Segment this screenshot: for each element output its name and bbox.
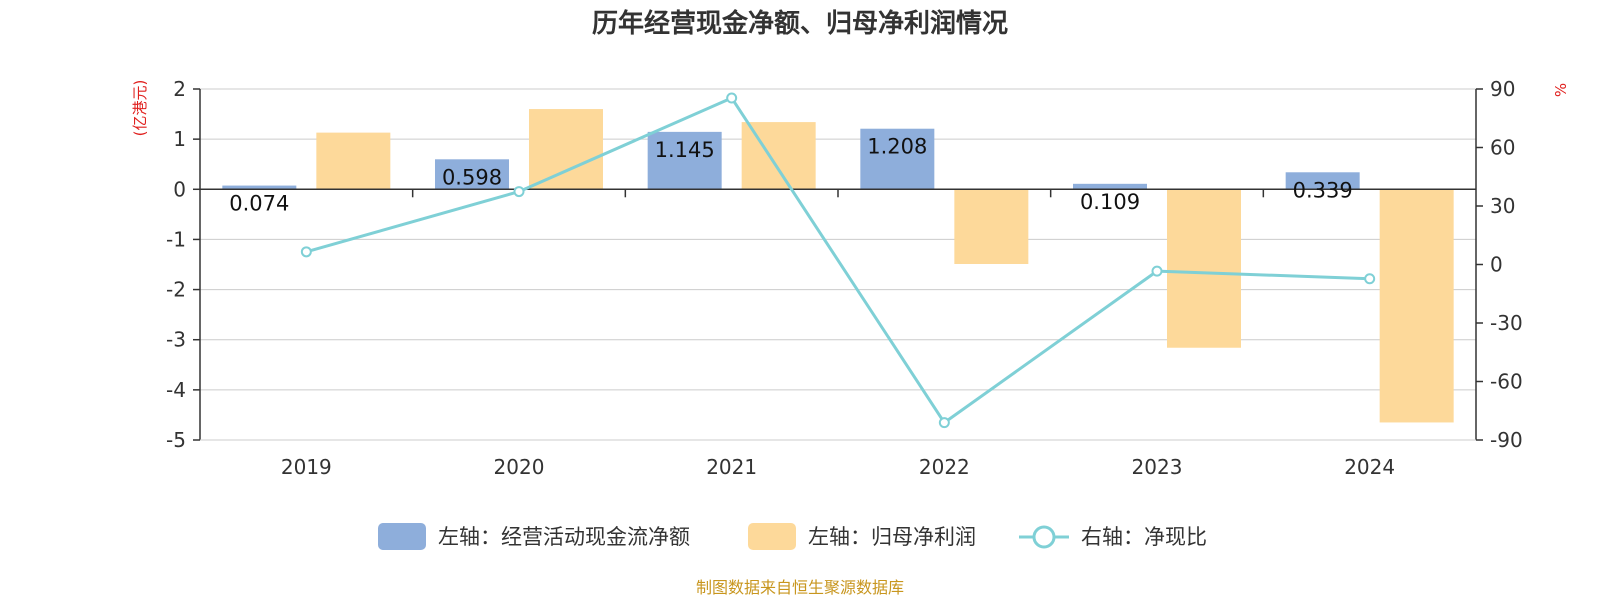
ratio-point [300,246,312,258]
right-tick-label: -30 [1490,311,1523,335]
chart-title: 历年经营现金净额、归母净利润情况 [592,8,1008,39]
legend-label-profit: 左轴：归母净利润 [808,525,976,549]
legend-label-cashflow: 左轴：经营活动现金流净额 [438,525,690,549]
source-note: 制图数据来自恒生聚源数据库 [696,578,904,597]
x-tick-label: 2024 [1344,455,1395,479]
profit-bar [954,189,1029,264]
cashflow-bar [1285,172,1360,190]
x-tick-label: 2019 [281,455,332,479]
x-tick-label: 2022 [919,455,970,479]
cashflow-data-label: 0.339 [1293,178,1353,202]
ratio-line [300,92,1376,429]
x-tick-label: 2020 [494,455,545,479]
bars [222,109,1454,423]
cashflow-data-label: 1.208 [867,135,927,159]
profit-bar [1167,189,1241,348]
profit-bar [1379,189,1454,423]
right-axis-ticks: 90 60 30 0 -30 -60 -90 [1490,77,1523,452]
legend-swatch-profit[interactable] [748,523,796,550]
legend-swatch-cashflow[interactable] [378,523,426,550]
cashflow-bar [435,159,509,190]
cashflow-data-label: 0.109 [1080,190,1140,214]
left-tick-label: -5 [166,428,186,452]
right-tick-label: -90 [1490,428,1523,452]
left-axis-unit: (亿港元) [131,80,149,137]
left-tick-label: -1 [166,227,186,251]
cashflow-data-label: 1.145 [655,138,715,162]
legend-swatch-ratio[interactable] [1019,525,1069,549]
cashflow-data-label: 0.074 [229,192,289,216]
ratio-point [1364,273,1376,285]
ratio-point [513,186,525,198]
ratio-point [938,417,950,429]
left-axis-ticks: 2 1 0 -1 -2 -3 -4 -5 [166,77,186,452]
x-axis-ticks: 2019 2020 2021 2022 2023 2024 [281,455,1395,479]
grid-lines [200,88,1476,441]
x-tick-label: 2023 [1132,455,1183,479]
profit-bar [316,132,391,190]
profit-bar [529,109,603,190]
left-tick-label: -2 [166,278,186,302]
left-tick-label: -3 [166,328,186,352]
left-tick-label: -4 [166,378,186,402]
cashflow-bar [222,185,297,190]
right-tick-label: 60 [1490,136,1515,160]
legend-label-ratio: 右轴：净现比 [1081,525,1207,549]
ratio-point [1151,265,1163,277]
left-tick-label: 1 [173,127,186,151]
x-tick-label: 2021 [706,455,757,479]
ratio-line-path [305,96,1370,425]
right-tick-label: -60 [1490,370,1523,394]
ratio-point [726,92,738,104]
right-tick-label: 0 [1490,253,1503,277]
legend: 左轴：经营活动现金流净额 左轴：归母净利润 右轴：净现比 [378,523,1207,550]
axes [193,88,1483,441]
cashflow-bar [860,128,935,190]
cashflow-bar [1073,183,1147,190]
right-tick-label: 90 [1490,77,1515,101]
left-tick-label: 2 [173,77,186,101]
bar-data-labels: 0.074 0.598 1.145 1.208 0.109 0.339 [229,135,1352,216]
cashflow-data-label: 0.598 [442,165,502,189]
cashflow-bar [647,131,722,190]
right-axis-unit: % [1552,83,1570,97]
right-tick-label: 30 [1490,194,1515,218]
left-tick-label: 0 [173,177,186,201]
